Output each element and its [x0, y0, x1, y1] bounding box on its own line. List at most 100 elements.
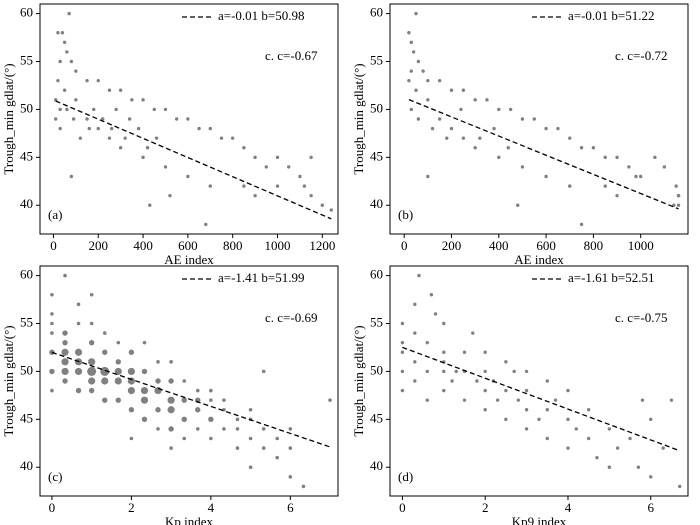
data-point — [524, 408, 529, 412]
data-point — [413, 360, 417, 364]
data-point — [275, 184, 280, 188]
data-point — [209, 436, 213, 441]
data-point — [483, 388, 487, 393]
data-point — [195, 388, 200, 393]
data-point — [287, 165, 291, 169]
data-point — [320, 203, 325, 207]
data-point — [678, 484, 682, 489]
data-point — [504, 360, 508, 364]
data-point — [87, 126, 91, 131]
data-point — [544, 174, 548, 179]
data-point — [128, 407, 135, 413]
data-point — [152, 107, 156, 112]
data-point — [92, 107, 96, 112]
data-point — [167, 406, 175, 414]
data-point — [50, 321, 54, 326]
data-point — [400, 369, 405, 374]
data-point — [148, 203, 152, 207]
data-point — [127, 386, 135, 395]
data-point — [56, 31, 60, 35]
data-point — [595, 455, 599, 460]
data-point — [409, 40, 413, 45]
data-point — [169, 360, 173, 364]
data-point — [88, 339, 95, 346]
data-point — [483, 408, 487, 412]
data-point — [298, 174, 302, 179]
data-point — [182, 379, 187, 383]
data-point — [568, 136, 572, 140]
data-point — [429, 293, 434, 297]
data-point — [65, 107, 69, 112]
data-point — [586, 408, 591, 412]
data-point — [462, 398, 467, 402]
data-point — [197, 126, 201, 131]
data-point — [450, 379, 454, 383]
data-point — [492, 126, 496, 131]
data-point — [58, 126, 62, 131]
data-point — [275, 455, 280, 460]
x-tick-label: 4 — [208, 500, 215, 515]
data-point — [409, 69, 413, 73]
data-point — [662, 165, 667, 169]
data-point — [114, 377, 122, 385]
data-point — [195, 427, 200, 431]
data-point — [209, 398, 213, 402]
data-point — [407, 31, 411, 35]
data-point — [60, 31, 65, 35]
data-point — [156, 427, 160, 431]
x-tick-label: 2 — [128, 500, 135, 515]
x-tick-label: 1200 — [309, 238, 335, 253]
data-point — [74, 348, 83, 356]
data-point — [430, 126, 435, 131]
data-point — [414, 88, 418, 92]
data-point — [261, 446, 266, 450]
legend-label: a=-1.41 b=51.99 — [218, 270, 305, 285]
data-point — [208, 184, 212, 188]
data-point — [449, 88, 454, 92]
x-tick-label: 800 — [223, 238, 243, 253]
data-point — [230, 136, 235, 140]
data-point — [309, 155, 313, 160]
data-point — [653, 155, 657, 160]
data-point — [328, 398, 332, 402]
data-point — [628, 436, 632, 441]
data-point — [78, 136, 83, 140]
data-point — [62, 378, 68, 384]
y-tick-label: 45 — [20, 410, 33, 425]
data-point — [85, 117, 89, 121]
data-point — [235, 446, 240, 450]
annotation: c. c=-0.75 — [615, 310, 667, 325]
data-point — [520, 165, 525, 169]
data-point — [512, 369, 516, 374]
data-point — [118, 88, 123, 92]
x-axis-label: Kp index — [165, 514, 214, 525]
data-point — [400, 340, 405, 345]
y-tick-label: 50 — [370, 100, 383, 115]
y-axis-label: Trough_min gdlat/(°) — [351, 325, 366, 436]
data-point — [74, 98, 78, 102]
data-point — [417, 273, 421, 278]
data-point — [222, 398, 226, 402]
data-point — [302, 184, 307, 188]
plot-frame — [39, 3, 339, 235]
data-point — [545, 379, 549, 383]
data-point — [168, 378, 174, 384]
data-point — [204, 222, 208, 227]
data-point — [128, 349, 135, 355]
data-point — [579, 146, 584, 150]
data-point — [459, 107, 463, 112]
data-point — [69, 174, 74, 179]
data-point — [253, 193, 257, 198]
fit-line — [402, 346, 680, 452]
data-point — [56, 78, 60, 83]
data-point — [50, 312, 54, 316]
data-point — [636, 465, 641, 469]
x-tick-label: 200 — [442, 238, 462, 253]
data-point — [248, 407, 253, 412]
data-point — [50, 292, 54, 297]
data-point — [186, 117, 190, 121]
data-point — [115, 359, 121, 365]
y-axis-label: Trough_min gdlat/(°) — [1, 63, 16, 174]
data-point — [50, 331, 54, 335]
y-tick-label: 55 — [370, 314, 383, 329]
